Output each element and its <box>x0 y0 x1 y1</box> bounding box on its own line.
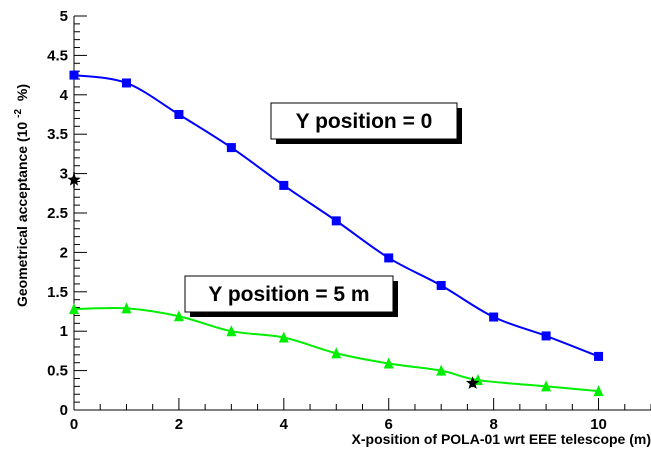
y-axis-label-unit: %) <box>14 84 30 101</box>
y-tick-label: 5 <box>60 8 68 25</box>
series-0-square-marker <box>174 110 184 119</box>
x-tick-label: 2 <box>175 416 183 433</box>
y-tick-label: 0.5 <box>47 363 68 380</box>
star-marker <box>466 376 480 389</box>
series-1-triangle-marker <box>121 302 132 314</box>
y-tick-label: 3 <box>60 166 68 183</box>
series-1-triangle-marker <box>593 385 604 397</box>
series-1-triangle-marker <box>278 331 289 343</box>
series-1-triangle-marker <box>383 357 394 369</box>
y-tick-label: 2.5 <box>47 205 68 222</box>
series-0-square-marker <box>69 70 79 80</box>
annotation-label: Y position = 5 m <box>208 283 369 306</box>
series-1-triangle-marker <box>436 364 447 376</box>
series-0-square-marker <box>594 351 604 361</box>
star-marker <box>67 172 81 186</box>
series-0-square-marker <box>279 180 289 190</box>
x-tick-label: 0 <box>70 416 78 433</box>
y-axis-label-exponent: -2 <box>13 109 24 118</box>
series-1-triangle-marker <box>541 380 552 392</box>
annotation-box <box>184 275 394 313</box>
series-1-triangle-marker <box>173 310 184 322</box>
axis-ticks <box>73 15 651 411</box>
x-tick-label: 10 <box>590 416 607 433</box>
tick-labels: 0 0.5 1 1.5 2 2.5 3 3.5 4 4.5 5 0 2 4 6 8 10 <box>47 8 607 433</box>
series-0-square-marker <box>384 253 394 263</box>
x-tick-label: 4 <box>280 416 289 433</box>
series-0-square-marker <box>331 216 341 226</box>
x-tick-label: 8 <box>489 416 497 433</box>
y-tick-label: 4 <box>60 87 69 104</box>
x-tick-label: 6 <box>385 416 393 433</box>
series-0-square-marker <box>436 280 446 290</box>
extra-points <box>67 172 480 389</box>
y-axis-label-main: Geometrical acceptance (10 <box>14 122 30 307</box>
y-tick-label: 3.5 <box>47 126 68 143</box>
annotation-box <box>270 102 458 140</box>
x-axis-label: X-position of POLA-01 wrt EEE telescope … <box>352 431 651 447</box>
series-0-square-marker <box>226 143 236 153</box>
y-tick-label: 1.5 <box>47 284 68 301</box>
y-axis-label: Geometrical acceptance (10 -2 %) <box>8 84 30 307</box>
series-1-triangle-marker <box>69 303 79 315</box>
y-tick-label: 0 <box>60 402 68 419</box>
series-0-square-marker <box>489 312 499 322</box>
y-tick-label: 4.5 <box>47 47 68 64</box>
series-0-square-marker <box>121 78 131 88</box>
y-tick-label: 1 <box>60 323 68 340</box>
annotation-label: Y position = 0 <box>296 110 433 133</box>
plot-frame <box>73 16 651 411</box>
y-tick-label: 2 <box>60 244 68 261</box>
series-1-triangle-marker <box>226 325 237 337</box>
series-0-square-marker <box>541 331 551 341</box>
annotations: Y position = 0 Y position = 5 m <box>184 102 462 317</box>
series-1-triangle-marker <box>331 347 342 359</box>
series-markers <box>69 70 604 397</box>
